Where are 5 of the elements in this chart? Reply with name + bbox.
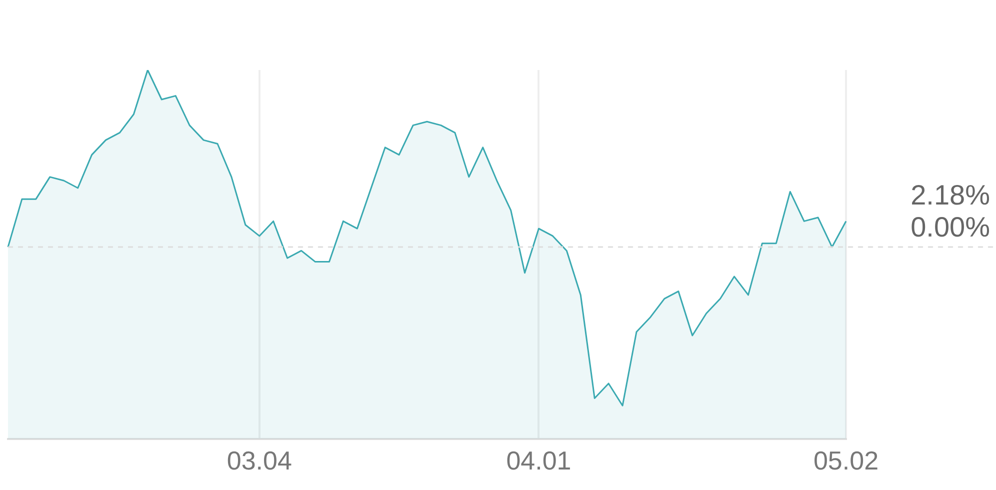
- x-tick-label: 03.04: [226, 446, 292, 476]
- text: 0.00%: [910, 212, 990, 243]
- x-tick-label: 04.01: [506, 446, 572, 476]
- text: 2.18%: [910, 180, 990, 211]
- x-tick-label: 05.02: [813, 446, 879, 476]
